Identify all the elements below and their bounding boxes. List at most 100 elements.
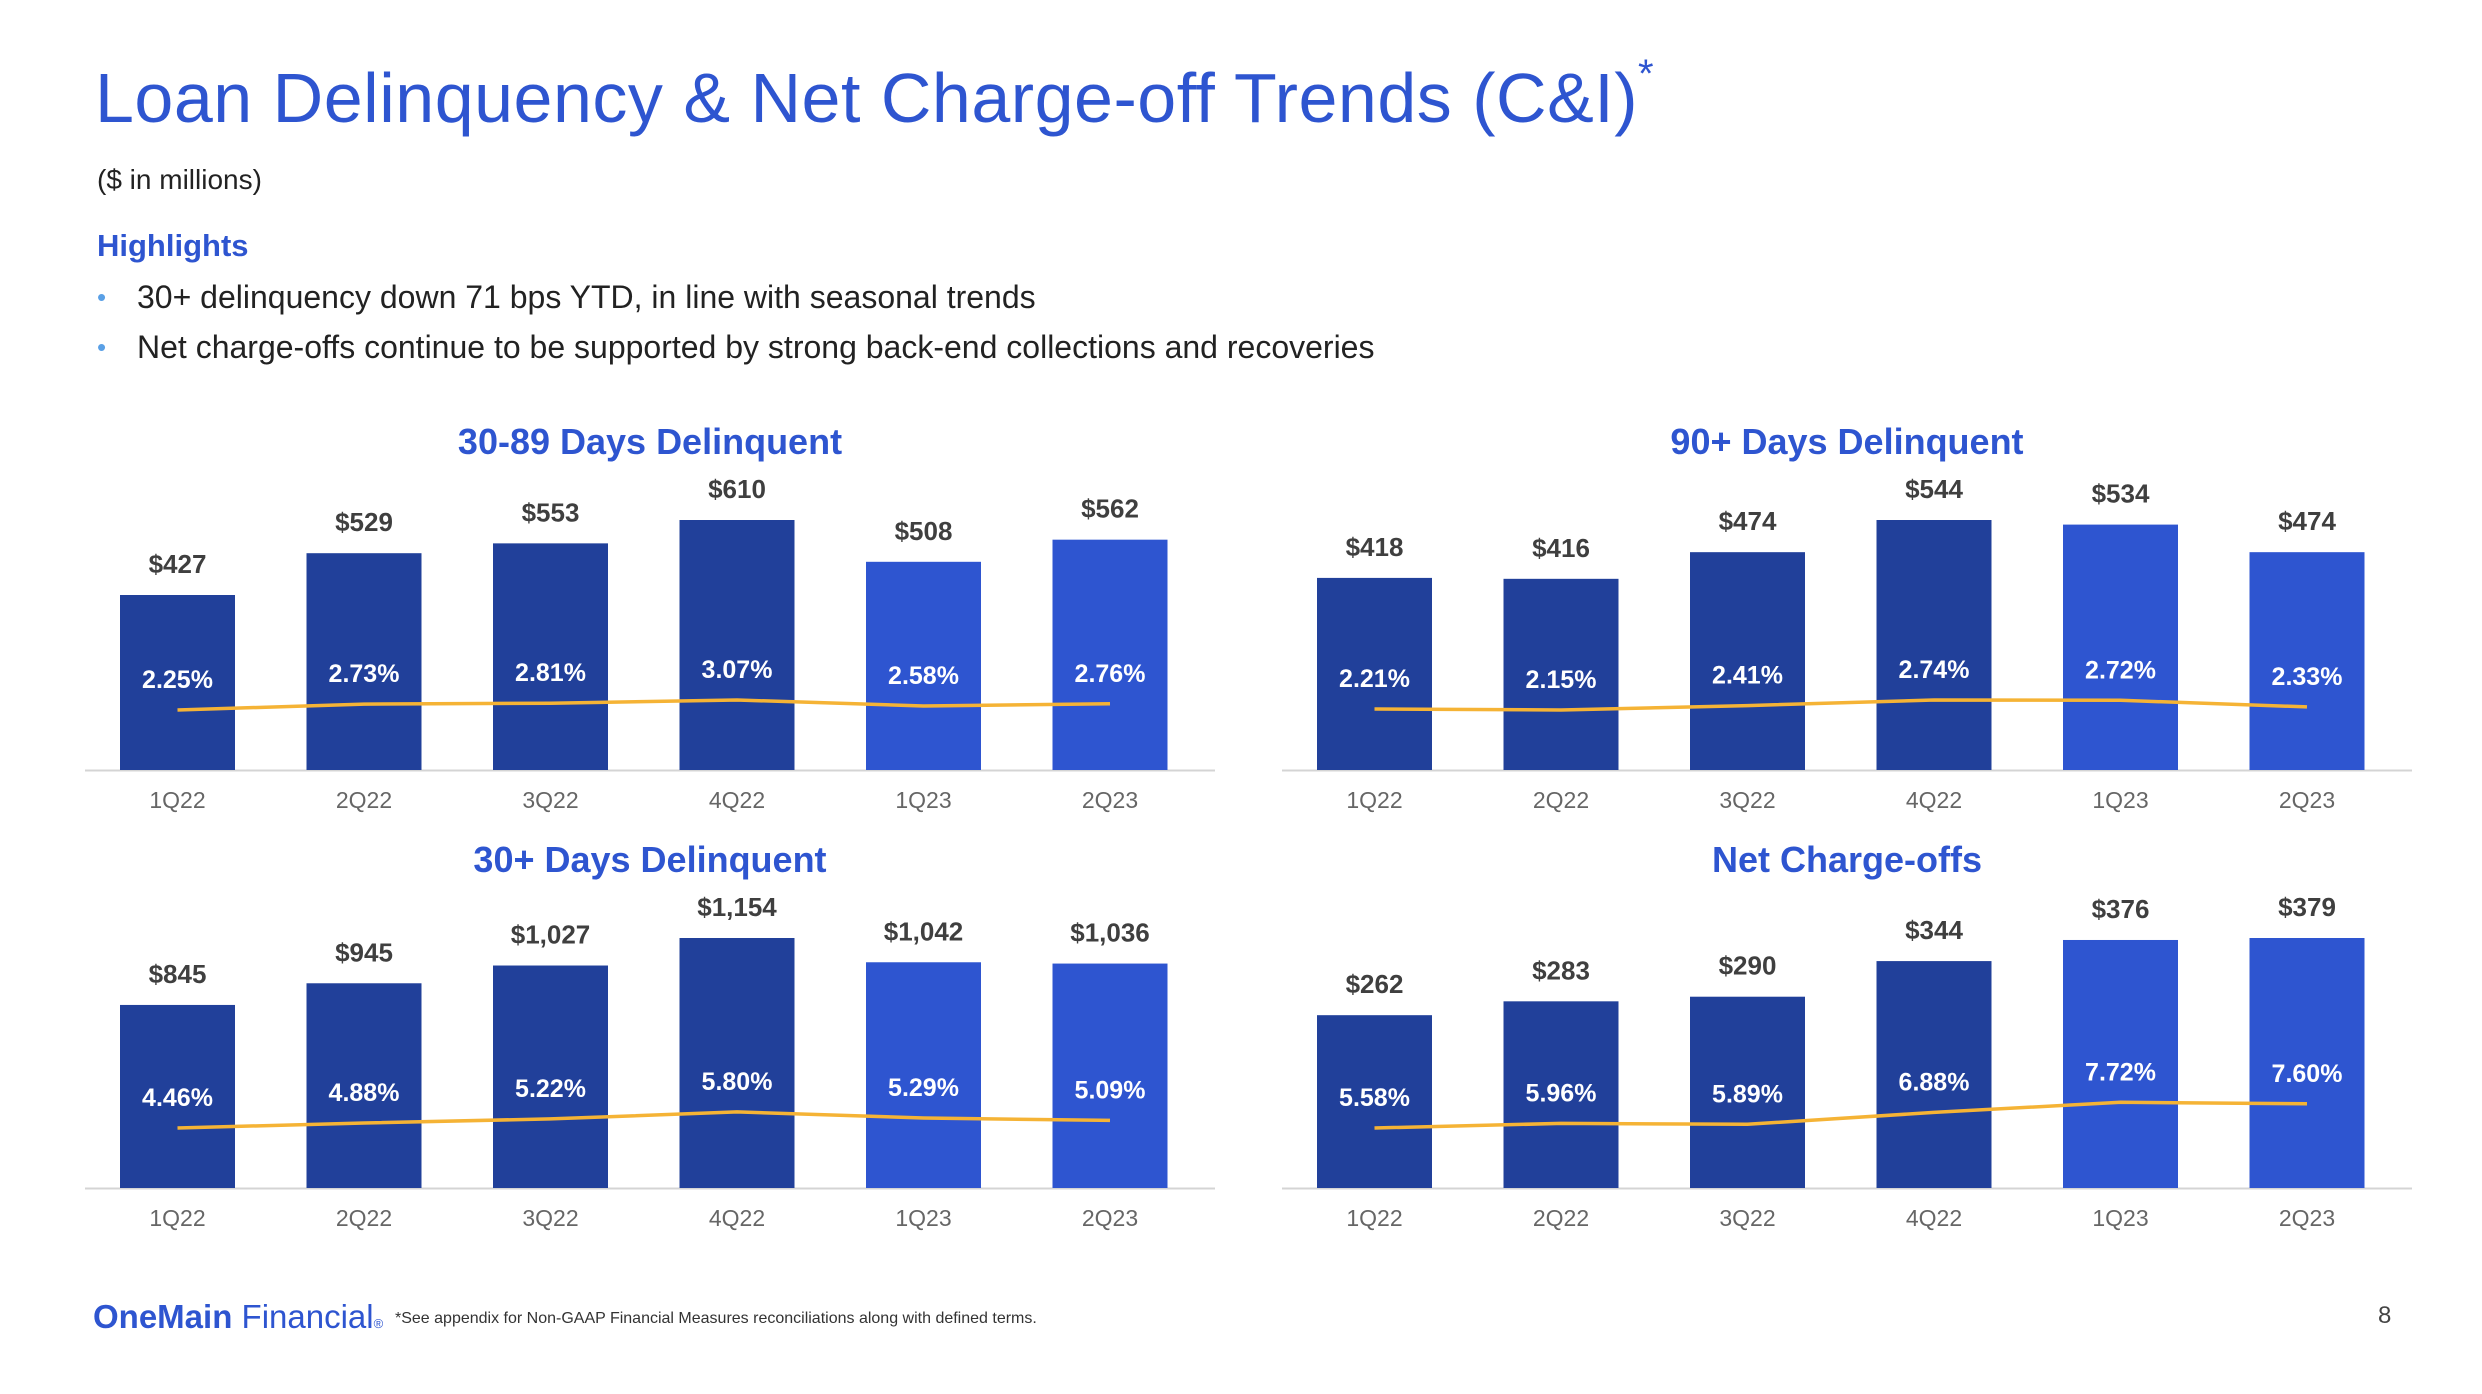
bar xyxy=(1503,578,1619,770)
bar xyxy=(493,965,608,1188)
chart-title: Net Charge-offs xyxy=(1712,839,1982,880)
bar-value-label: $544 xyxy=(1905,474,1963,504)
bar-value-label: $1,027 xyxy=(511,920,591,950)
bar xyxy=(2249,552,2365,770)
x-tick-label: 2Q22 xyxy=(1533,787,1589,813)
bar-value-label: $945 xyxy=(335,937,393,967)
bar-value-label: $508 xyxy=(895,516,953,546)
bar-value-label: $474 xyxy=(2278,506,2336,536)
footnote: *See appendix for Non-GAAP Financial Mea… xyxy=(395,1310,1037,1327)
rate-line xyxy=(177,1110,1111,1130)
rate-label: 2.72% xyxy=(2085,656,2156,684)
bar-value-label: $1,042 xyxy=(884,916,964,946)
chart-30-plus-days-delinquent: 30+ Days Delinquent $845 1Q22 $945 2Q22 $1,02… xyxy=(85,838,1215,1248)
logo-registered-mark: ® xyxy=(373,1316,384,1331)
bar-value-label: $283 xyxy=(1532,955,1590,985)
x-tick-label: 1Q22 xyxy=(1346,787,1402,813)
rate-label: 2.33% xyxy=(2272,663,2343,691)
x-tick-label: 3Q22 xyxy=(1719,1205,1775,1231)
rate-label: 5.96% xyxy=(1526,1079,1597,1107)
rate-line xyxy=(1374,1100,2308,1130)
rate-label: 5.89% xyxy=(1712,1080,1783,1108)
chart-net-charge-offs: Net Charge-offs $262 1Q22 $283 2Q22 $290 3Q22 $… xyxy=(1282,838,2412,1248)
bar xyxy=(1052,963,1168,1188)
x-tick-label: 1Q23 xyxy=(895,1205,951,1231)
chart-30-89-days-delinquent: 30-89 Days Delinquent $427 1Q22 $529 2Q22 $55… xyxy=(85,420,1215,830)
logo-light: Financial xyxy=(241,1298,374,1335)
x-tick-label: 4Q22 xyxy=(1906,787,1962,813)
page-number: 8 xyxy=(2378,1302,2392,1329)
x-tick-label: 2Q23 xyxy=(1082,1205,1138,1231)
bar xyxy=(1503,1001,1619,1188)
highlight-text: Net charge-offs continue to be supported… xyxy=(137,329,1375,365)
rate-label: 2.58% xyxy=(888,662,959,690)
rate-label: 2.15% xyxy=(1526,666,1597,694)
bar-value-label: $610 xyxy=(708,474,766,504)
bar xyxy=(1052,539,1168,770)
bar xyxy=(679,520,795,770)
rate-label: 2.21% xyxy=(1339,665,1410,693)
rate-label: 5.58% xyxy=(1339,1084,1410,1112)
chart-svg: Net Charge-offs $262 1Q22 $283 2Q22 $290 3Q22 $… xyxy=(1282,839,2412,1231)
bar xyxy=(306,983,422,1188)
page-title: Loan Delinquency & Net Charge-off Trends… xyxy=(95,52,1654,138)
highlight-item: • Net charge-offs continue to be supporte… xyxy=(97,322,1374,372)
bar xyxy=(1317,577,1432,770)
bar xyxy=(679,938,795,1188)
bar-value-label: $534 xyxy=(2092,479,2150,509)
bar xyxy=(2249,938,2365,1188)
chart-svg: 30-89 Days Delinquent $427 1Q22 $529 2Q22 $55… xyxy=(85,421,1215,813)
bar xyxy=(1690,552,1805,770)
x-tick-label: 1Q22 xyxy=(149,787,205,813)
bar xyxy=(2063,524,2178,770)
bar-value-label: $376 xyxy=(2092,894,2150,924)
rate-label: 2.74% xyxy=(1899,656,1970,684)
rate-label: 6.88% xyxy=(1899,1068,1970,1096)
bar xyxy=(2063,939,2178,1188)
rate-label: 7.60% xyxy=(2272,1060,2343,1088)
chart-svg: 30+ Days Delinquent $845 1Q22 $945 2Q22 $1,02… xyxy=(85,839,1215,1231)
rate-label: 3.07% xyxy=(702,656,773,684)
x-tick-label: 3Q22 xyxy=(522,787,578,813)
rate-label: 2.73% xyxy=(329,660,400,688)
bar xyxy=(120,1004,235,1188)
rate-label: 5.09% xyxy=(1075,1076,1146,1104)
bar xyxy=(1690,996,1805,1188)
bar-value-label: $1,154 xyxy=(697,892,777,922)
rate-label: 4.88% xyxy=(329,1079,400,1107)
chart-title: 30-89 Days Delinquent xyxy=(458,421,842,462)
x-tick-label: 1Q22 xyxy=(149,1205,205,1231)
bar-value-label: $344 xyxy=(1905,915,1963,945)
rate-label: 2.81% xyxy=(515,659,586,687)
bar-value-label: $474 xyxy=(1719,506,1777,536)
highlights-title: Highlights xyxy=(97,228,249,263)
bar-value-label: $290 xyxy=(1719,951,1777,981)
bar-value-label: $562 xyxy=(1081,494,1139,524)
x-tick-label: 4Q22 xyxy=(1906,1205,1962,1231)
bar-value-label: $529 xyxy=(335,507,393,537)
x-tick-label: 2Q22 xyxy=(336,1205,392,1231)
rate-line xyxy=(177,698,1111,712)
chart-svg: 90+ Days Delinquent $418 1Q22 $416 2Q22 $474 3… xyxy=(1282,421,2412,813)
logo-bold: OneMain xyxy=(93,1298,233,1335)
bar-value-label: $416 xyxy=(1532,533,1590,563)
x-tick-label: 4Q22 xyxy=(709,787,765,813)
bar xyxy=(1876,961,1992,1188)
highlight-item: • 30+ delinquency down 71 bps YTD, in lin… xyxy=(97,272,1374,322)
bar xyxy=(1876,520,1992,770)
chart-90-plus-days-delinquent: 90+ Days Delinquent $418 1Q22 $416 2Q22 $474 3… xyxy=(1282,420,2412,830)
chart-title: 90+ Days Delinquent xyxy=(1670,421,2023,462)
bullet-icon: • xyxy=(97,282,107,312)
rate-label: 4.46% xyxy=(142,1084,213,1112)
title-footnote-mark: * xyxy=(1638,52,1655,96)
highlights-list: • 30+ delinquency down 71 bps YTD, in lin… xyxy=(97,272,1374,372)
bar xyxy=(866,561,981,770)
bar xyxy=(120,595,235,770)
highlight-text: 30+ delinquency down 71 bps YTD, in line… xyxy=(137,279,1036,315)
bar xyxy=(1317,1015,1432,1188)
x-tick-label: 2Q22 xyxy=(336,787,392,813)
bar xyxy=(306,553,422,770)
bar xyxy=(866,962,981,1188)
bar-value-label: $427 xyxy=(149,549,207,579)
x-tick-label: 1Q23 xyxy=(2092,1205,2148,1231)
